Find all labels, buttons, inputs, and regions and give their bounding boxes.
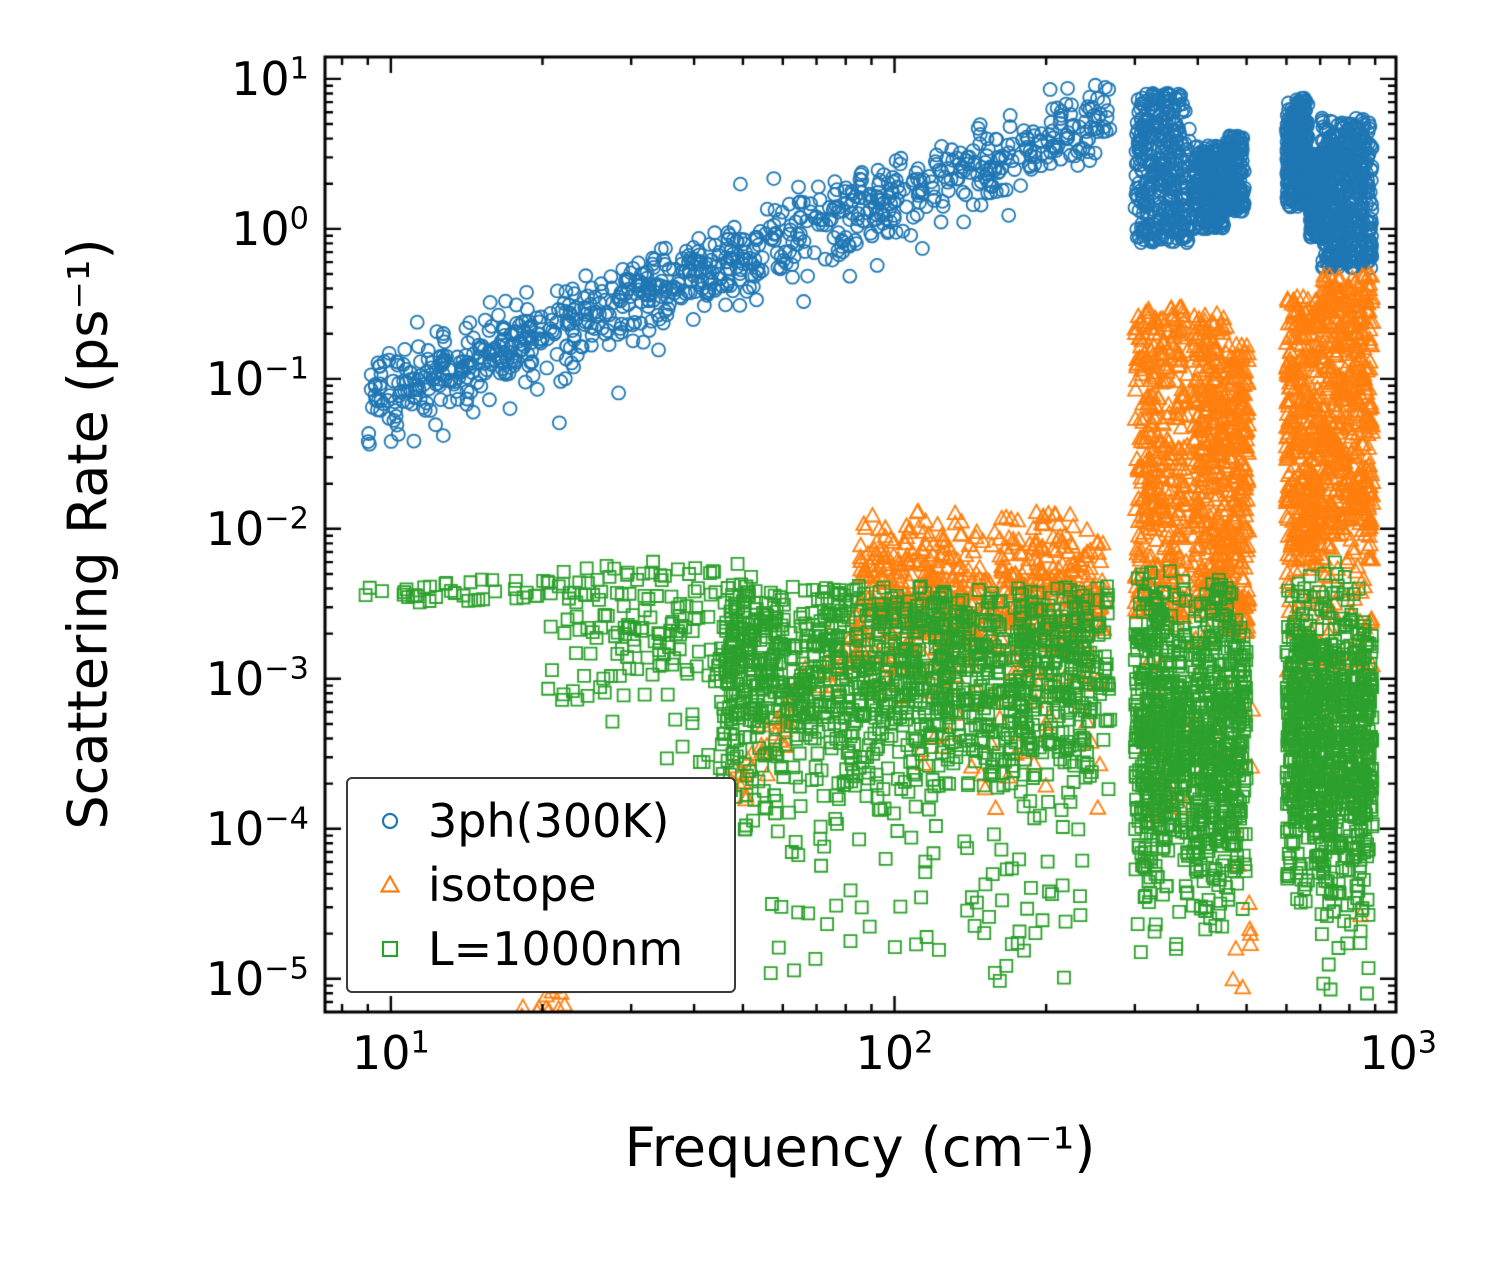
legend-entry-boundary: L=1000nm [376,926,724,972]
y-tick-label: 10−3 [205,651,309,706]
circle-marker-icon [381,812,399,830]
y-tick-label: 100 [231,201,309,256]
legend-label-3ph: 3ph(300K) [428,794,670,848]
y-tick-label: 10−2 [205,501,309,556]
legend-label-isotope: isotope [428,858,597,912]
triangle-marker-icon [379,874,401,893]
y-tick-label: 10−1 [205,351,309,406]
square-marker-icon [381,940,399,958]
y-tick-label: 101 [231,51,309,106]
y-tick-label: 10−5 [205,951,309,1006]
legend-label-boundary: L=1000nm [428,922,684,976]
legend: 3ph(300K) isotope L=1000nm [346,777,736,993]
legend-entry-3ph: 3ph(300K) [376,798,724,844]
y-axis-label: Scattering Rate (ps⁻¹) [56,238,120,830]
x-tick-label: 102 [855,1025,934,1080]
y-tick-label: 10−4 [205,801,309,856]
x-tick-label: 101 [351,1025,430,1080]
legend-entry-isotope: isotope [376,862,724,908]
x-axis-label: Frequency (cm⁻¹) [624,1116,1096,1179]
x-tick-label: 103 [1359,1025,1438,1080]
